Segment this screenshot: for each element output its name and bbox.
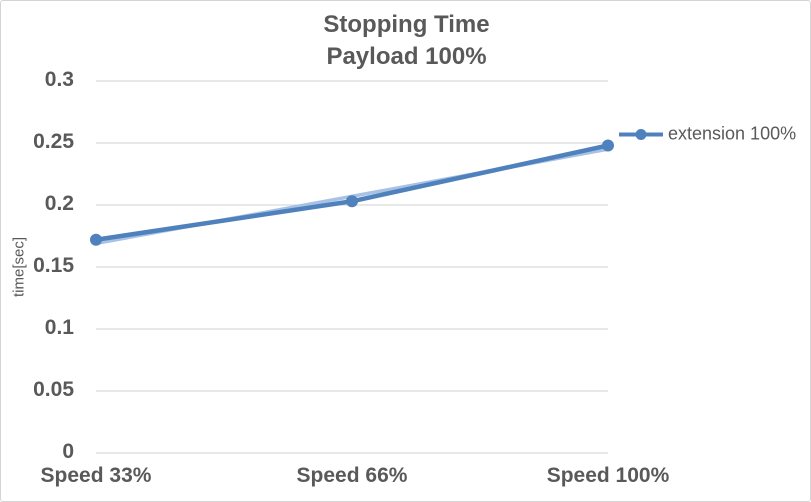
chart-title: Stopping Time Payload 100% bbox=[1, 9, 810, 73]
x-category-label: Speed 33% bbox=[40, 464, 152, 487]
y-axis-title: time[sec] bbox=[10, 236, 28, 298]
legend: extension 100% bbox=[617, 124, 796, 145]
y-tick-label: 0.05 bbox=[33, 378, 74, 402]
data-point bbox=[602, 139, 614, 152]
y-tick-label: 0.3 bbox=[44, 68, 74, 92]
data-point bbox=[346, 195, 358, 208]
x-category-label: Speed 100% bbox=[546, 464, 670, 487]
y-tick-label: 0.25 bbox=[33, 130, 74, 154]
y-tick-label: 0.2 bbox=[44, 192, 74, 216]
chart-title-line2: Payload 100% bbox=[326, 43, 487, 70]
legend-label: extension 100% bbox=[668, 123, 797, 144]
y-tick-label: 0 bbox=[62, 440, 74, 464]
chart-title-line1: Stopping Time bbox=[323, 11, 490, 38]
data-point bbox=[90, 233, 102, 246]
series-line bbox=[93, 143, 611, 242]
legend-line-marker-icon bbox=[619, 128, 663, 140]
y-tick-label: 0.1 bbox=[44, 316, 74, 340]
y-tick-label: 0.15 bbox=[33, 254, 74, 278]
x-category-label: Speed 66% bbox=[296, 464, 408, 487]
